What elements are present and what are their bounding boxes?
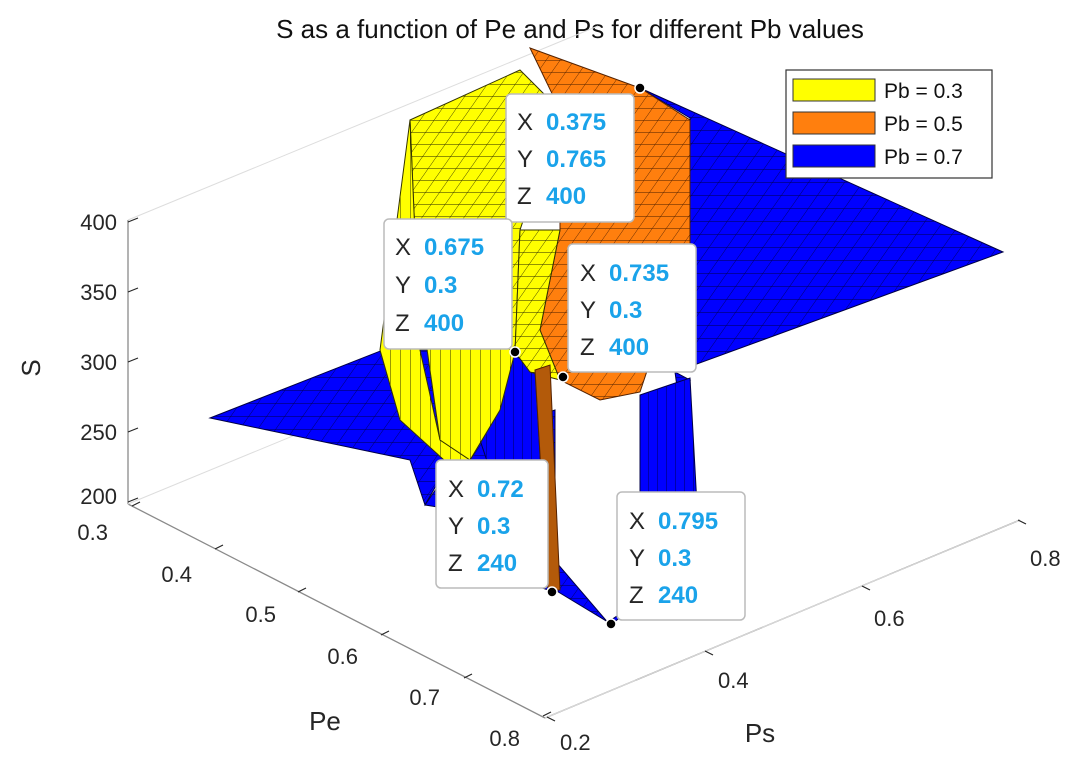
datatip-x-value: 0.795	[658, 508, 718, 535]
ps-tick-label: 0.2	[560, 730, 591, 755]
ps-tick-label: 0.8	[1030, 546, 1061, 571]
datatip-marker[interactable]	[546, 586, 558, 598]
legend-swatch	[792, 78, 876, 102]
datatip-x-value: 0.675	[424, 234, 484, 261]
z-tick-label: 400	[80, 210, 117, 235]
datatip-z-key: Z	[448, 550, 463, 577]
ps-tick-label: 0.4	[718, 668, 749, 693]
datatip-x-value: 0.735	[609, 260, 669, 287]
pe-axis: 0.3 0.4 0.5 0.6 0.7 0.8 Pe	[77, 501, 552, 751]
legend[interactable]: Pb = 0.3 Pb = 0.5 Pb = 0.7	[785, 69, 993, 179]
datatip-x-key: X	[580, 260, 596, 287]
ps-axis: 0.2 0.4 0.6 0.8 Ps	[546, 519, 1061, 755]
datatip-x-key: X	[395, 234, 411, 261]
datatips: X 0.375 Y 0.765 Z 400 X 0.675 Y 0.3 Z 40…	[383, 82, 746, 630]
pe-tick-label: 0.3	[77, 520, 108, 545]
datatip-y-key: Y	[395, 272, 411, 299]
z-tick-label: 350	[80, 280, 117, 305]
datatip-z-key: Z	[629, 582, 644, 609]
pe-tick-label: 0.8	[489, 726, 520, 751]
legend-label: Pb = 0.7	[884, 146, 963, 169]
legend-swatch	[792, 144, 876, 168]
datatip-z-value: 240	[477, 550, 517, 577]
datatip[interactable]: X 0.72 Y 0.3 Z 240	[435, 459, 558, 598]
datatip-z-value: 400	[424, 310, 464, 337]
datatip-marker[interactable]	[634, 82, 646, 94]
datatip-y-value: 0.3	[609, 297, 642, 324]
datatip-x-key: X	[629, 508, 645, 535]
datatip-y-key: Y	[517, 146, 533, 173]
datatip[interactable]: X 0.735 Y 0.3 Z 400	[557, 243, 697, 383]
datatip[interactable]: X 0.675 Y 0.3 Z 400	[383, 218, 521, 358]
pe-tick-label: 0.7	[409, 685, 440, 710]
datatip-y-key: Y	[448, 513, 464, 540]
datatip[interactable]: X 0.795 Y 0.3 Z 240	[605, 491, 746, 630]
datatip-z-value: 240	[658, 582, 698, 609]
datatip-y-value: 0.3	[658, 545, 691, 572]
z-tick-label: 300	[80, 350, 117, 375]
datatip-x-key: X	[517, 109, 533, 136]
legend-label: Pb = 0.3	[884, 80, 963, 103]
legend-label: Pb = 0.5	[884, 113, 963, 136]
datatip-z-value: 400	[546, 183, 586, 210]
datatip-z-value: 400	[609, 334, 649, 361]
legend-item: Pb = 0.7	[792, 144, 963, 169]
datatip-z-key: Z	[580, 334, 595, 361]
legend-item: Pb = 0.5	[792, 111, 963, 136]
chart-title: S as a function of Pe and Ps for differe…	[276, 14, 864, 44]
z-axis: 400 350 300 250 200 S	[16, 210, 139, 509]
pe-tick-label: 0.5	[245, 602, 276, 627]
datatip-y-key: Y	[629, 545, 645, 572]
pe-tick-label: 0.4	[161, 562, 192, 587]
z-tick-label: 250	[80, 420, 117, 445]
z-axis-label: S	[16, 359, 46, 376]
z-tick-label: 200	[80, 484, 117, 509]
datatip-y-key: Y	[580, 297, 596, 324]
datatip-y-value: 0.765	[546, 146, 606, 173]
legend-item: Pb = 0.3	[792, 78, 963, 103]
datatip[interactable]: X 0.375 Y 0.765 Z 400	[505, 82, 646, 223]
datatip-x-value: 0.72	[477, 476, 524, 503]
datatip-x-value: 0.375	[546, 109, 606, 136]
ps-axis-label: Ps	[745, 718, 775, 748]
datatip-z-key: Z	[517, 183, 532, 210]
datatip-x-key: X	[448, 476, 464, 503]
pe-tick-label: 0.6	[327, 644, 358, 669]
datatip-marker[interactable]	[509, 346, 521, 358]
datatip-y-value: 0.3	[477, 513, 510, 540]
ps-tick-label: 0.6	[874, 606, 905, 631]
datatip-marker[interactable]	[557, 371, 569, 383]
datatip-marker[interactable]	[605, 618, 617, 630]
legend-swatch	[792, 111, 876, 135]
pe-axis-label: Pe	[309, 706, 341, 736]
datatip-y-value: 0.3	[424, 272, 457, 299]
datatip-z-key: Z	[395, 310, 410, 337]
